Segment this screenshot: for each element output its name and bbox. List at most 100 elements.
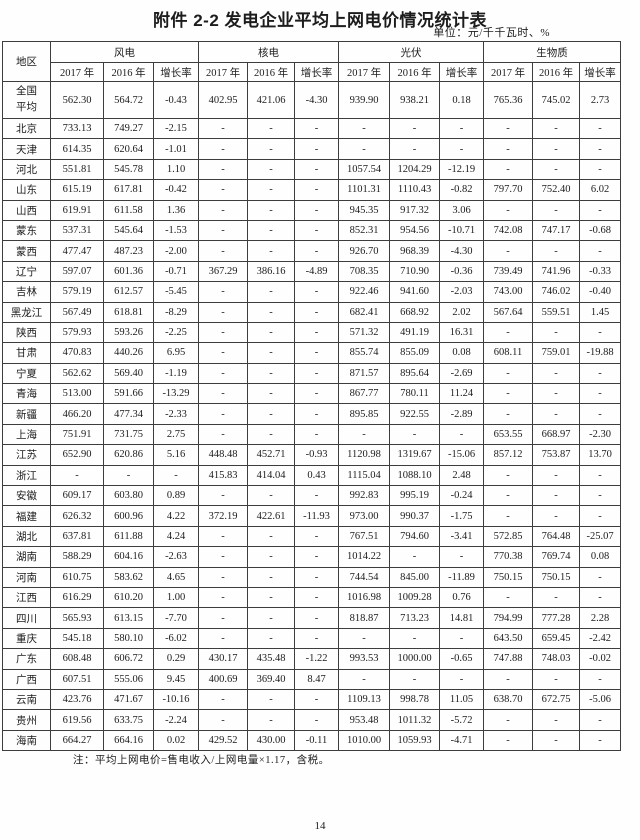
table-row: 贵州 619.56 633.75 -2.24- - -953.48 1011.32 -5.72… xyxy=(2,709,622,731)
value-cell: 653.55 xyxy=(483,423,534,446)
value-cell: 871.57 xyxy=(338,362,391,385)
value-cell: -11.89 xyxy=(439,566,485,588)
region-cell: 天津 xyxy=(2,138,51,160)
value-cell: 11.05 xyxy=(439,688,485,711)
value-cell: 818.87 xyxy=(338,607,391,629)
value-cell: 487.23 xyxy=(103,240,154,262)
value-cell: - xyxy=(532,485,581,507)
value-cell: 953.48 xyxy=(338,709,391,731)
value-cell: 372.19 xyxy=(198,505,249,527)
region-cell: 甘肃 xyxy=(2,342,51,364)
table-row: 广西 607.51 555.06 9.45 400.69 369.40 8.47- - - - - - xyxy=(2,668,622,690)
value-cell: -0.36 xyxy=(439,260,485,283)
value-cell: 8.47 xyxy=(294,668,340,690)
value-cell: 682.41 xyxy=(338,301,391,323)
region-cell: 山东 xyxy=(2,179,51,201)
value-cell: 739.49 xyxy=(483,260,534,283)
value-cell: 2.48 xyxy=(439,464,485,487)
value-cell: - xyxy=(50,464,104,487)
table-row: 湖北 637.81 611.88 4.24- - -767.51 794.60 -3.41 57… xyxy=(2,525,622,548)
value-cell: -4.30 xyxy=(439,240,485,262)
region-cell: 湖南 xyxy=(2,546,51,568)
value-cell: 11.24 xyxy=(439,383,485,405)
value-cell: -2.03 xyxy=(439,281,485,303)
value-cell: -2.89 xyxy=(439,403,485,425)
value-cell: - xyxy=(389,138,441,160)
value-cell: 1016.98 xyxy=(338,586,391,609)
value-cell: 637.81 xyxy=(50,525,104,548)
table-row: 蒙东 537.31 545.64 -1.53- - -852.31 954.56 -10.71… xyxy=(2,219,622,242)
value-cell: 551.81 xyxy=(50,158,104,181)
value-cell: 741.96 xyxy=(532,260,581,283)
value-cell: - xyxy=(532,199,581,221)
region-cell: 广西 xyxy=(2,668,51,690)
value-cell: 617.81 xyxy=(103,179,154,201)
region-cell: 贵州 xyxy=(2,709,51,731)
value-cell: 569.40 xyxy=(103,362,154,385)
value-cell: 765.36 xyxy=(483,81,534,119)
region-cell: 河北 xyxy=(2,158,51,181)
value-cell: 993.53 xyxy=(338,648,391,670)
value-cell: 618.81 xyxy=(103,301,154,323)
value-cell: - xyxy=(198,158,249,181)
table-body: 全国平均 562.30 564.72 -0.43 402.95 421.06 -4.30 93… xyxy=(2,81,622,752)
value-cell: - xyxy=(198,403,249,425)
year-header: 2017 年 xyxy=(50,62,104,82)
value-cell: - xyxy=(483,485,534,507)
value-cell: - xyxy=(579,138,622,160)
value-cell: 471.67 xyxy=(103,688,154,711)
table-row: 山西 619.91 611.58 1.36- - -945.35 917.32 3.06- - - xyxy=(2,199,622,221)
value-cell: -1.75 xyxy=(439,505,485,527)
group-header: 光伏 xyxy=(338,41,485,63)
group-header: 核电 xyxy=(198,41,340,63)
value-cell: 1.10 xyxy=(152,158,200,181)
value-cell: 1110.43 xyxy=(389,179,441,201)
value-cell: - xyxy=(198,179,249,201)
value-cell: 743.00 xyxy=(483,281,534,303)
value-cell: - xyxy=(247,219,296,242)
value-cell: - xyxy=(579,321,622,344)
table-row: 云南 423.76 471.67 -10.16- - -1109.13 998.78 11.0… xyxy=(2,688,622,711)
value-cell: 713.23 xyxy=(389,607,441,629)
region-cell: 江西 xyxy=(2,586,51,609)
value-cell: - xyxy=(579,586,622,609)
value-cell: 926.70 xyxy=(338,240,391,262)
value-cell: -5.45 xyxy=(152,281,200,303)
value-cell: 794.60 xyxy=(389,525,441,548)
value-cell: 4.22 xyxy=(152,505,200,527)
value-cell: 744.54 xyxy=(338,566,391,588)
value-cell: -2.00 xyxy=(152,240,200,262)
value-cell: - xyxy=(247,383,296,405)
value-cell: 580.10 xyxy=(103,627,154,650)
value-cell: 612.57 xyxy=(103,281,154,303)
value-cell: -10.71 xyxy=(439,219,485,242)
value-cell: -6.02 xyxy=(152,627,200,650)
value-cell: 572.85 xyxy=(483,525,534,548)
value-cell: 477.34 xyxy=(103,403,154,425)
value-cell: 664.27 xyxy=(50,729,104,752)
value-cell: -0.42 xyxy=(152,179,200,201)
value-cell: - xyxy=(247,525,296,548)
value-cell: 748.03 xyxy=(532,648,581,670)
table-row: 北京 733.13 749.27 -2.15- - - - - - - - - xyxy=(2,117,622,140)
value-cell: - xyxy=(439,117,485,140)
value-cell: 4.65 xyxy=(152,566,200,588)
value-cell: - xyxy=(389,546,441,568)
value-cell: 633.75 xyxy=(103,709,154,731)
value-cell: -8.29 xyxy=(152,301,200,323)
value-cell: 708.35 xyxy=(338,260,391,283)
value-cell: 745.02 xyxy=(532,81,581,119)
value-cell: - xyxy=(532,668,581,690)
value-cell: 610.75 xyxy=(50,566,104,588)
value-cell: 369.40 xyxy=(247,668,296,690)
value-cell: - xyxy=(198,423,249,446)
value-cell: 565.93 xyxy=(50,607,104,629)
year-header: 增长率 xyxy=(579,62,622,82)
value-cell: - xyxy=(294,586,340,609)
value-cell: 6.95 xyxy=(152,342,200,364)
value-cell: - xyxy=(198,383,249,405)
value-cell: 615.19 xyxy=(50,179,104,201)
value-cell: - xyxy=(247,117,296,140)
value-cell: -3.41 xyxy=(439,525,485,548)
value-cell: - xyxy=(483,505,534,527)
